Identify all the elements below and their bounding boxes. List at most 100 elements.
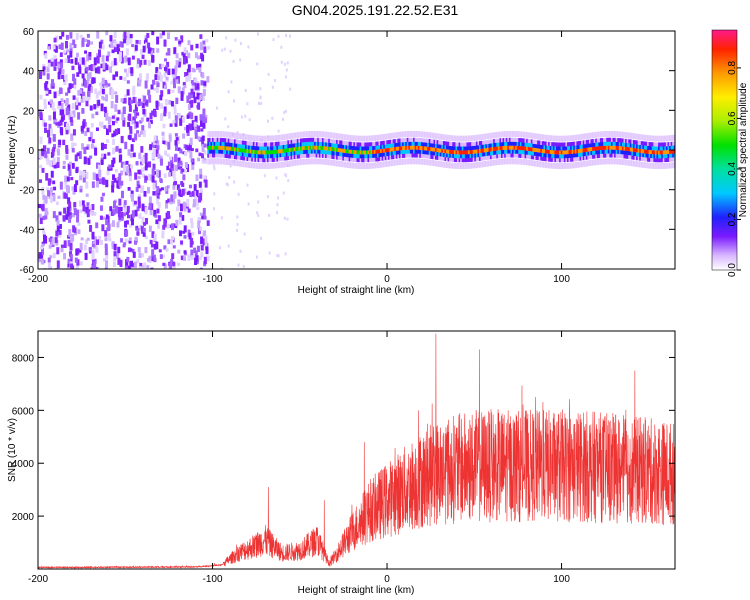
signal-cell xyxy=(326,138,329,143)
signal-cell xyxy=(444,153,447,158)
noise-cell xyxy=(202,238,206,246)
noise-cell xyxy=(112,209,116,216)
noise-cell xyxy=(115,145,119,152)
signal-cell xyxy=(241,144,245,149)
noise-cell xyxy=(197,125,201,132)
signal-halo-cell xyxy=(353,162,356,169)
signal-halo-cell xyxy=(364,163,367,170)
noise-cell xyxy=(182,56,186,65)
signal-cell xyxy=(463,158,466,163)
signal-cell xyxy=(315,141,318,146)
noise-cell xyxy=(116,222,120,228)
signal-halo-cell xyxy=(274,162,278,169)
signal-cell xyxy=(524,142,527,147)
signal-cell xyxy=(321,145,325,151)
signal-cell xyxy=(670,149,673,154)
signal-cell xyxy=(402,138,405,143)
noise-cell xyxy=(212,164,215,168)
signal-halo-cell xyxy=(527,159,530,166)
signal-cell xyxy=(479,152,482,157)
noise-cell xyxy=(213,192,216,196)
noise-cell xyxy=(200,236,204,244)
signal-cell xyxy=(667,157,670,162)
noise-cell xyxy=(130,144,134,152)
noise-cell xyxy=(75,97,79,106)
signal-halo-cell xyxy=(562,163,565,170)
signal-halo-cell xyxy=(246,161,249,168)
y-tick-label: 6000 xyxy=(12,406,35,417)
noise-cell xyxy=(196,66,200,70)
noise-cell xyxy=(90,41,94,45)
signal-cell xyxy=(216,149,219,154)
signal-cell xyxy=(650,157,653,162)
noise-cell xyxy=(106,139,110,143)
signal-cell xyxy=(238,144,241,149)
noise-cell xyxy=(140,117,144,122)
noise-cell xyxy=(191,82,195,86)
signal-cell xyxy=(472,157,475,162)
noise-cell xyxy=(143,95,147,102)
noise-cell xyxy=(118,51,122,56)
signal-cell xyxy=(359,142,362,147)
signal-cell xyxy=(661,146,664,151)
noise-cell xyxy=(136,112,140,116)
signal-halo-cell xyxy=(620,131,623,138)
signal-halo-cell xyxy=(365,135,369,142)
noise-cell xyxy=(135,39,139,44)
signal-cell xyxy=(334,155,337,160)
noise-cell xyxy=(58,229,62,235)
noise-cell xyxy=(165,200,169,204)
signal-cell xyxy=(237,139,240,144)
signal-cell xyxy=(582,152,585,157)
signal-cell xyxy=(555,150,559,155)
noise-cell xyxy=(138,64,142,68)
noise-cell xyxy=(99,215,103,220)
signal-halo-cell xyxy=(519,158,523,165)
signal-cell xyxy=(284,156,287,161)
signal-cell xyxy=(372,142,375,147)
noise-cell xyxy=(147,89,151,96)
signal-cell xyxy=(211,137,215,142)
noise-cell xyxy=(67,263,71,269)
signal-cell xyxy=(529,139,532,144)
signal-halo-cell xyxy=(637,133,640,140)
noise-cell xyxy=(200,119,204,127)
signal-cell xyxy=(235,139,238,144)
noise-cell xyxy=(141,125,145,131)
signal-cell xyxy=(296,142,300,147)
signal-cell xyxy=(507,149,510,154)
signal-cell xyxy=(672,153,675,158)
signal-halo-cell xyxy=(621,159,625,166)
signal-halo-cell xyxy=(347,162,350,168)
signal-cell xyxy=(526,142,529,147)
signal-cell xyxy=(494,138,497,143)
noise-cell xyxy=(175,219,179,226)
signal-halo-cell xyxy=(325,131,328,138)
signal-cell xyxy=(651,150,654,155)
signal-cell xyxy=(631,143,634,148)
noise-cell xyxy=(62,216,66,222)
noise-cell xyxy=(98,235,102,244)
noise-cell xyxy=(191,123,195,131)
noise-cell xyxy=(42,119,46,127)
signal-cell xyxy=(486,151,490,156)
signal-cell xyxy=(318,145,322,150)
signal-cell xyxy=(537,148,540,153)
signal-cell xyxy=(380,149,383,154)
signal-cell xyxy=(659,154,662,159)
noise-cell xyxy=(120,135,124,144)
signal-halo-cell xyxy=(479,161,482,168)
signal-cell xyxy=(629,139,632,144)
signal-cell xyxy=(376,149,380,154)
signal-cell xyxy=(632,151,636,156)
signal-cell xyxy=(504,145,507,150)
signal-cell xyxy=(309,149,312,154)
noise-cell xyxy=(195,63,199,68)
signal-cell xyxy=(607,141,611,146)
noise-cell xyxy=(91,113,95,119)
signal-cell xyxy=(603,153,606,158)
signal-cell xyxy=(574,153,578,158)
signal-cell xyxy=(373,149,376,154)
noise-cell xyxy=(153,243,157,250)
signal-cell xyxy=(617,145,620,150)
